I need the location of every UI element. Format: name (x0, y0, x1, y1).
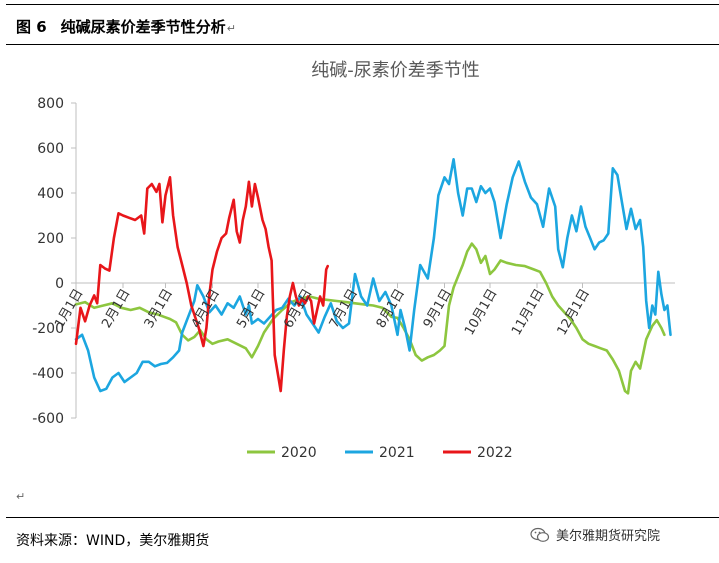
wechat-icon (530, 527, 550, 542)
paragraph-mark: ↵ (226, 22, 236, 35)
x-tick-label: 10月1日 (462, 287, 500, 339)
y-tick-label: 400 (37, 186, 64, 202)
y-tick-label: 0 (55, 276, 64, 292)
y-tick-label: -400 (32, 366, 64, 382)
y-tick-label: 800 (37, 96, 64, 112)
legend-label-2021: 2021 (379, 445, 415, 461)
watermark: 美尔雅期货研究院 (530, 525, 660, 544)
figure-number: 图 6 (16, 18, 47, 36)
source-note: 资料来源：WIND，美尔雅期货 (16, 533, 210, 549)
footer-rule (6, 517, 719, 518)
chart-area: 纯碱-尿素价差季节性 -600 -400 -200 0 200 400 600 800 1月1日 2… (0, 44, 719, 474)
y-tick-label: 200 (37, 231, 64, 247)
y-tick-label: -200 (32, 321, 64, 337)
x-tick-label: 6月1日 (281, 287, 315, 331)
figure-caption: 纯碱尿素价差季节性分析 (60, 18, 226, 36)
figure-header: 图 6 纯碱尿素价差季节性分析↵ (16, 16, 236, 37)
series-line-2021 (74, 158, 672, 393)
chart-title: 纯碱-尿素价差季节性 (311, 60, 480, 81)
x-tick-label: 3月1日 (142, 287, 176, 331)
legend-label-2022: 2022 (477, 445, 513, 461)
series-line-2020 (74, 242, 666, 395)
paragraph-mark: ↵ (16, 490, 26, 503)
top-rule (6, 4, 719, 5)
watermark-text: 美尔雅期货研究院 (556, 529, 661, 544)
series-line-2022 (74, 176, 330, 393)
x-tick-label: 12月1日 (555, 287, 593, 339)
y-tick-label: 600 (37, 141, 64, 157)
y-tick-label: -600 (32, 411, 64, 427)
legend-label-2020: 2020 (281, 445, 317, 461)
x-tick-label: 11月1日 (509, 287, 547, 339)
header-rule (6, 44, 719, 45)
